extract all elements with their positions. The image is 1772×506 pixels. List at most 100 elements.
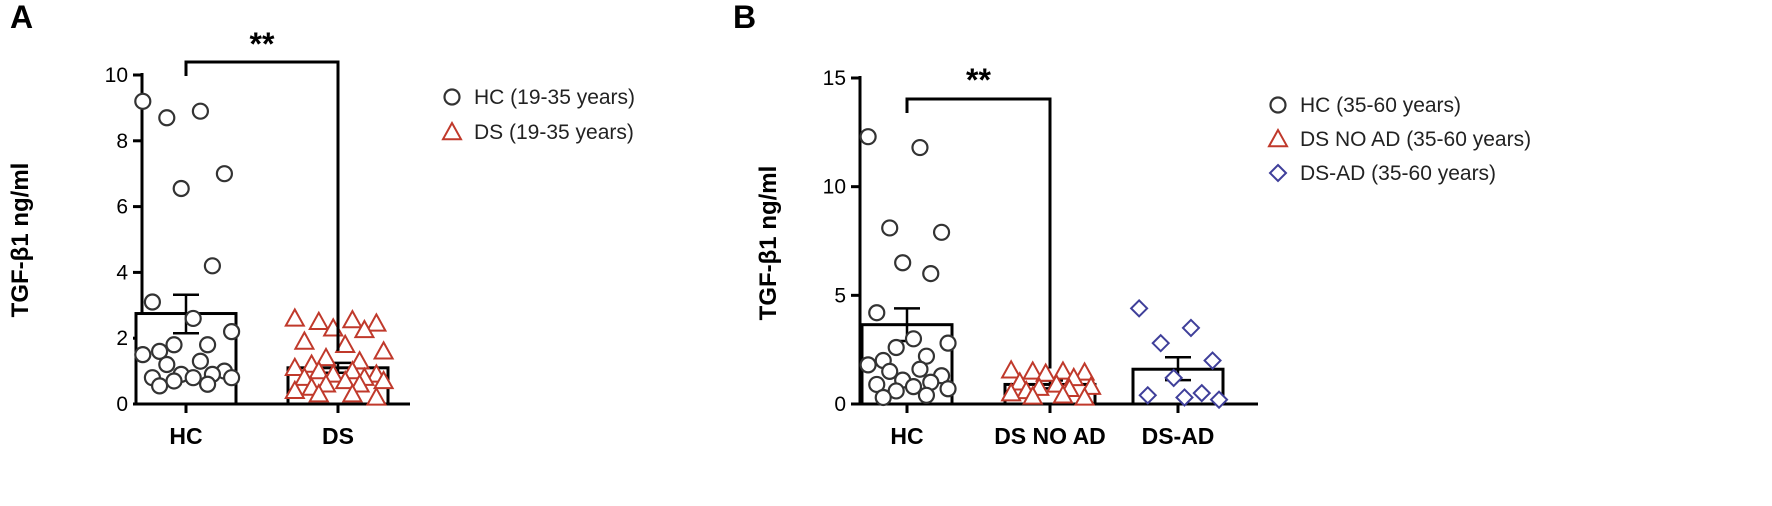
data-point-ds xyxy=(372,340,395,360)
y-axis-title: TGF-β1 ng/ml xyxy=(7,163,34,318)
data-point-ds xyxy=(284,307,306,327)
data-point-ds-no-ad xyxy=(1073,386,1096,406)
data-point-hc xyxy=(184,369,202,387)
data-point-hc xyxy=(165,372,183,390)
data-point-ds xyxy=(308,383,330,403)
data-point-hc xyxy=(904,378,923,396)
data-point-hc xyxy=(165,336,183,354)
data-point-ds-ad xyxy=(1203,351,1222,370)
y-axis-title: TGF-β1 ng/ml xyxy=(755,166,782,321)
legend-marker-hc xyxy=(1269,96,1287,114)
data-point-ds-ad xyxy=(1151,333,1171,353)
x-category-label-ds: DS xyxy=(322,423,354,449)
data-point-ds xyxy=(308,310,330,330)
data-point-ds xyxy=(322,363,344,383)
significance-bracket xyxy=(905,97,1052,369)
data-point-ds xyxy=(315,373,337,393)
legend-label-ds-no-ad: DS NO AD (35-60 years) xyxy=(1300,128,1531,151)
data-point-ds xyxy=(334,369,356,390)
data-point-ds-no-ad xyxy=(1052,360,1074,380)
y-tick-label: 8 xyxy=(116,130,128,153)
data-point-hc xyxy=(894,254,912,272)
legend-label-hc: HC (19-35 years) xyxy=(474,86,635,109)
data-point-ds-no-ad xyxy=(1022,360,1044,380)
y-tick-label: 0 xyxy=(834,393,846,416)
data-point-hc xyxy=(199,375,217,393)
data-point-hc xyxy=(184,309,202,328)
x-category-label-ds-no-ad: DS NO AD xyxy=(994,423,1106,449)
data-point-hc xyxy=(134,346,152,364)
data-point-hc xyxy=(911,360,929,378)
panel-letter: B xyxy=(733,0,756,35)
data-point-hc xyxy=(939,334,957,352)
y-tick-label: 10 xyxy=(105,64,128,87)
data-point-ds xyxy=(334,333,356,353)
data-point-ds-ad xyxy=(1181,318,1201,338)
legend-marker-ds-no-ad xyxy=(1267,127,1289,148)
panel-a: A TGF-β1 ng/ml 0 2 4 6 8 10 HC DS ** HC (19-35 year… xyxy=(7,0,635,449)
data-point-ds-ad xyxy=(1175,388,1194,407)
data-point-ds xyxy=(308,360,330,380)
legend-label-ds: DS (19-35 years) xyxy=(474,121,634,144)
data-point-ds xyxy=(365,312,388,332)
data-point-ds-ad xyxy=(1129,298,1149,318)
data-point-hc xyxy=(223,323,241,341)
y-tick-label: 6 xyxy=(116,196,128,219)
x-category-label-hc: HC xyxy=(169,423,202,449)
data-point-ds xyxy=(372,369,395,390)
data-point-ds-ad xyxy=(1138,385,1158,405)
legend-label-hc: HC (35-60 years) xyxy=(1300,94,1461,117)
data-point-ds xyxy=(365,386,388,406)
data-point-ds xyxy=(315,346,337,367)
data-point-ds xyxy=(353,318,376,339)
data-point-hc xyxy=(223,369,241,387)
data-point-hc xyxy=(868,304,886,322)
data-point-hc xyxy=(215,165,233,183)
legend-marker-ds xyxy=(441,120,463,141)
data-point-ds xyxy=(293,330,316,350)
data-point-hc xyxy=(911,138,929,157)
data-point-ds xyxy=(293,366,316,386)
data-point-hc xyxy=(922,265,940,283)
data-point-ds xyxy=(348,373,371,393)
data-point-hc xyxy=(199,336,217,354)
data-point-hc xyxy=(881,362,899,380)
data-point-hc xyxy=(203,257,221,275)
x-category-label-ds-ad: DS-AD xyxy=(1142,423,1215,449)
data-point-hc xyxy=(134,92,152,110)
data-point-ds-no-ad xyxy=(1073,361,1096,381)
data-point-ds-no-ad xyxy=(1000,359,1022,379)
data-point-hc xyxy=(939,380,957,398)
data-point-ds-no-ad xyxy=(1080,375,1102,395)
y-tick-label: 4 xyxy=(116,261,128,284)
data-point-hc xyxy=(859,128,877,146)
data-point-hc xyxy=(172,179,190,198)
y-tick-label: 10 xyxy=(823,176,846,199)
legend-marker-hc xyxy=(443,88,461,106)
data-point-ds-no-ad xyxy=(1034,362,1057,382)
significance-bracket xyxy=(184,60,340,351)
y-tick-label: 15 xyxy=(823,67,846,90)
legend-label-ds-ad: DS-AD (35-60 years) xyxy=(1300,162,1496,185)
legend-marker-ds-ad xyxy=(1268,163,1288,183)
data-point-hc xyxy=(191,102,209,120)
data-point-ds-ad xyxy=(1209,390,1229,410)
significance-label: ** xyxy=(250,26,275,62)
data-point-hc xyxy=(881,219,899,237)
data-point-hc xyxy=(191,352,209,370)
data-point-ds-no-ad xyxy=(1052,384,1074,404)
data-point-hc xyxy=(151,377,169,395)
data-point-ds xyxy=(348,350,371,370)
data-point-hc xyxy=(904,330,923,348)
data-point-hc xyxy=(917,386,936,404)
data-point-hc xyxy=(887,338,905,357)
data-point-hc xyxy=(151,342,169,360)
data-point-hc xyxy=(143,293,161,311)
data-point-ds-ad xyxy=(1164,368,1184,388)
data-point-ds xyxy=(341,383,364,403)
data-point-hc xyxy=(158,109,176,127)
data-point-ds xyxy=(284,356,306,377)
data-point-ds xyxy=(341,360,364,380)
data-point-ds-ad xyxy=(1192,383,1212,403)
data-point-ds-no-ad xyxy=(1045,373,1068,393)
